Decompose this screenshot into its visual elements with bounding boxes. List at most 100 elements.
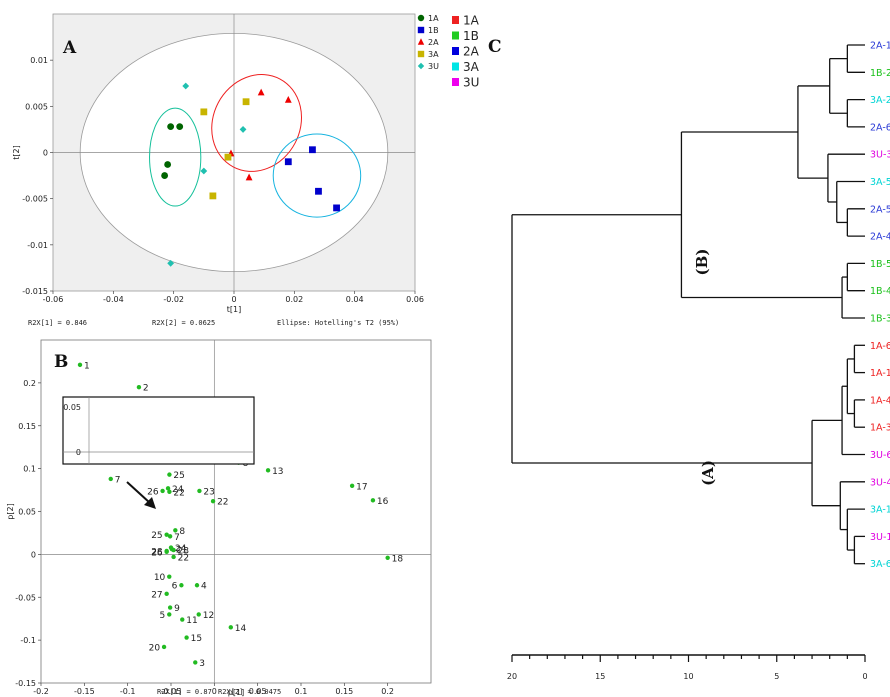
loading-point-15 — [184, 635, 189, 640]
loading-point-17 — [349, 483, 355, 488]
pca-score-plot: -0.06 -0.04 -0.02 0 0.02 0.04 0.06 0.01 0.005 0 -0… — [12, 14, 480, 328]
loading-point-27 — [164, 591, 169, 597]
cluster-label-a: (A) — [699, 460, 717, 486]
inset-y-tick-label: 0.05 — [63, 403, 81, 412]
legend-marker-3a — [417, 50, 425, 58]
y-tick-label-a: -0.015 — [22, 287, 48, 296]
leaf-label-3a-1: 3A-1 — [870, 505, 890, 516]
legend-label-1b: 1B — [428, 26, 439, 35]
y-tick-label-a: 0.01 — [30, 56, 48, 65]
score-point-3u — [239, 126, 247, 133]
dendro-tick-label: 10 — [683, 672, 693, 681]
score-point-1a — [176, 123, 184, 131]
y-axis-label-b: p[2] — [6, 503, 15, 519]
leaf-label-2a-5: 2A-5 — [870, 204, 890, 215]
leaf-label-3u-6: 3U-6 — [870, 450, 890, 461]
group-ellipse-2 — [272, 133, 362, 218]
legend-label-3a: 3A — [428, 50, 439, 59]
loading-label-22: 22 — [178, 553, 189, 563]
big-legend-label-1a: 1A — [463, 14, 480, 28]
loading-label-3: 3 — [199, 659, 205, 669]
score-point-1b — [284, 158, 292, 166]
big-legend-label-2a: 2A — [463, 45, 480, 59]
score-point-2a — [257, 88, 265, 96]
legend-marker-3u — [417, 62, 425, 70]
inset-point-25 — [167, 472, 172, 477]
x-tick-label-a: 0.06 — [406, 295, 424, 304]
leaf-label-2a-1: 2A-1 — [870, 41, 890, 52]
y-tick-label-b: 0.1 — [23, 465, 36, 474]
y-tick-label-a: 0.005 — [25, 102, 48, 111]
loading-label-23: 23 — [178, 547, 189, 557]
inset-box — [62, 396, 255, 465]
loading-point-20 — [161, 644, 167, 650]
loading-point-5 — [167, 612, 172, 617]
x-tick-label-b: 0 — [212, 687, 217, 696]
x-tick-label-a: -0.06 — [43, 295, 64, 304]
score-point-3u — [200, 167, 208, 175]
leaf-label-3u-3: 3U-3 — [870, 150, 890, 161]
dendro-tick-label: 0 — [862, 672, 867, 681]
score-point-1a — [164, 161, 172, 168]
loading-label-17: 17 — [356, 482, 367, 492]
loading-point-25 — [164, 532, 169, 537]
y-tick-label-a: -0.01 — [27, 241, 48, 250]
loading-label-24: 24 — [175, 544, 187, 554]
leaf-label-3a-2: 3A-2 — [870, 95, 890, 106]
leaf-label-1b-2: 1B-2 — [870, 68, 890, 79]
leaf-label-1b-4: 1B-4 — [870, 286, 890, 297]
y-tick-label-b: 0.15 — [18, 422, 36, 431]
loading-label-14: 14 — [235, 624, 247, 634]
legend-label-1a: 1A — [428, 14, 439, 23]
x-tick-label-b: 0.05 — [249, 687, 267, 696]
x-tick-label-a: -0.02 — [163, 295, 184, 304]
x-axis-label-a: t[1] — [227, 305, 241, 314]
loading-point-7 — [167, 534, 173, 539]
inset-label-25: 25 — [173, 471, 184, 481]
legend-marker-2a — [417, 38, 425, 45]
loading-label-12: 12 — [203, 611, 214, 621]
x-tick-label-b: -0.15 — [74, 687, 95, 696]
x-tick-label-a: 0.04 — [346, 295, 364, 304]
x-tick-label-b: 0.15 — [335, 687, 353, 696]
y-tick-label-a: -0.005 — [22, 195, 48, 204]
inset-point-23 — [197, 488, 202, 494]
score-point-1b — [315, 187, 322, 195]
inset-point-22 — [167, 489, 172, 494]
loading-label-1: 1 — [84, 361, 90, 371]
y-tick-label-b: -0.15 — [15, 679, 36, 688]
loading-point-8 — [173, 528, 178, 533]
x-tick-label-b: -0.1 — [120, 687, 136, 696]
loading-point-24 — [168, 545, 174, 550]
leaf-label-1a-3: 1A-3 — [870, 423, 890, 434]
leaf-label-1b-3: 1B-3 — [870, 314, 890, 325]
loading-point-28 — [164, 548, 169, 554]
score-point-2a — [245, 173, 253, 181]
loading-label-6: 6 — [172, 582, 178, 592]
loading-point-12 — [196, 612, 201, 617]
loading-label-5: 5 — [160, 611, 166, 621]
loading-label-2: 2 — [143, 384, 149, 394]
score-point-1a — [161, 172, 169, 179]
big-legend-label-3a: 3A — [463, 60, 480, 74]
loading-point-6 — [179, 583, 184, 588]
leaf-label-1b-5: 1B-5 — [870, 259, 890, 270]
x-tick-label-a: -0.04 — [103, 295, 124, 304]
loading-point-22 — [171, 554, 176, 560]
dendrogram: 2A-1 1B-2 3A-2 2A-6 3U-3 3A-5 2A-5 2A-4 1B-5 1B-4… — [507, 41, 890, 682]
x-tick-label-b: -0.2 — [33, 687, 49, 696]
leaf-label-3a-5: 3A-5 — [870, 177, 890, 188]
leaf-label-3u-1: 3U-1 — [870, 532, 890, 543]
group-ellipse-1 — [211, 74, 303, 172]
x-axis-label-b: p[1] — [228, 688, 244, 697]
cluster-label-b: (B) — [693, 249, 711, 276]
score-point-3u — [167, 259, 175, 267]
y-tick-label-a: 0 — [43, 149, 48, 158]
y-tick-label-b: 0 — [31, 550, 36, 559]
big-legend-label-1b: 1B — [463, 29, 479, 43]
loading-point-13 — [265, 468, 271, 473]
loading-point-3 — [193, 660, 198, 665]
leaf-label-1a-4: 1A-4 — [870, 395, 890, 406]
footer-r2x1-a: R2X[1] = 0.846 — [28, 319, 87, 327]
loading-point-10 — [167, 574, 172, 579]
